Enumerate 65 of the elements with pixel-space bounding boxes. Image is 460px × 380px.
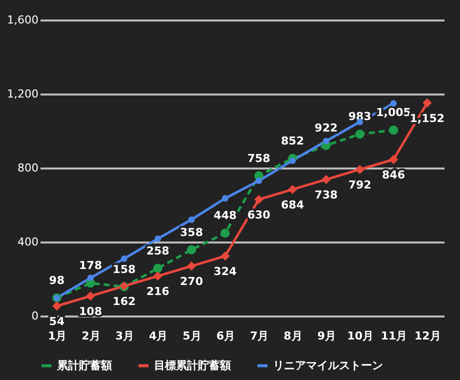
point <box>153 264 162 273</box>
x-tick-label: 11月 <box>380 330 408 342</box>
point <box>390 100 397 107</box>
point <box>355 130 364 139</box>
point <box>222 195 228 202</box>
data-label: 758 <box>247 152 270 165</box>
point <box>389 155 398 164</box>
legend-label: リニアマイルストーン <box>273 358 383 372</box>
data-label: 922 <box>314 121 338 134</box>
point <box>220 252 230 261</box>
data-label: 108 <box>79 305 102 318</box>
data-label: 270 <box>180 275 204 288</box>
data-label: 358 <box>180 226 203 239</box>
data-label: 258 <box>146 244 170 258</box>
x-tick-label: 2月 <box>82 330 100 342</box>
y-tick-label: 400 <box>18 236 38 248</box>
data-label: 178 <box>79 259 102 272</box>
x-tick-label: 10月 <box>347 330 374 342</box>
legend-label: 累計貯蓄額 <box>56 358 112 372</box>
data-label: 216 <box>146 285 170 298</box>
data-label: 738 <box>314 188 338 202</box>
point <box>188 216 195 223</box>
data-label: 852 <box>281 134 304 148</box>
point <box>355 165 364 174</box>
y-tick-label: 0 <box>32 310 38 322</box>
point <box>52 302 62 310</box>
point <box>187 262 196 271</box>
point <box>153 272 162 281</box>
data-label: 792 <box>348 178 372 192</box>
data-label: 324 <box>214 265 237 278</box>
point <box>154 236 161 242</box>
data-label: 98 <box>49 274 64 287</box>
point <box>389 126 398 135</box>
y-tick-label: 1,600 <box>7 14 38 26</box>
data-label: 684 <box>281 198 304 212</box>
data-label: 846 <box>382 168 406 182</box>
x-tick-label: 5月 <box>182 330 202 342</box>
x-tick-label: 8月 <box>284 330 302 342</box>
x-tick-label: 9月 <box>317 330 336 342</box>
y-tick-label: 800 <box>18 162 38 174</box>
x-tick-label: 3月 <box>115 330 134 342</box>
point <box>187 245 196 254</box>
point <box>288 184 297 194</box>
x-tick-label: 4月 <box>149 330 168 342</box>
data-label: 162 <box>112 295 136 308</box>
point <box>121 255 128 262</box>
data-label: 158 <box>112 262 136 276</box>
y-tick-label: 1,200 <box>7 88 38 100</box>
x-tick-label: 6月 <box>216 330 235 342</box>
data-label: 448 <box>214 209 237 222</box>
legend-label: 目標累計貯蓄額 <box>154 358 231 372</box>
point <box>422 98 432 108</box>
point <box>87 274 94 282</box>
x-tick-label: 7月 <box>250 330 269 342</box>
x-tick-label: 12月 <box>414 330 441 342</box>
point <box>323 138 330 144</box>
point <box>289 157 296 164</box>
point <box>256 178 262 184</box>
data-label: 54 <box>49 315 65 328</box>
point <box>322 175 331 184</box>
data-label: 1,005 <box>376 106 411 120</box>
point <box>254 194 264 204</box>
x-tick-label: 1月 <box>48 330 67 342</box>
point <box>86 292 95 300</box>
point <box>220 228 230 238</box>
